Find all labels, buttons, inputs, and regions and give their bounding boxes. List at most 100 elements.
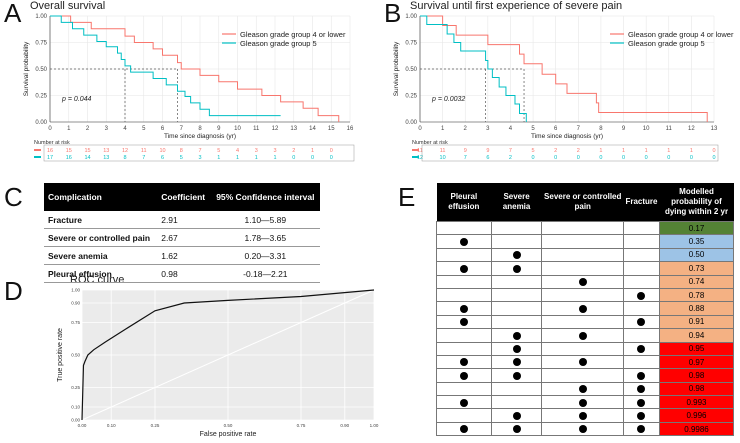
indicator-cell xyxy=(622,287,661,303)
probability-value: 0.35 xyxy=(659,234,734,249)
risk-table-box xyxy=(421,144,719,162)
risk-count: 5 xyxy=(180,155,183,161)
present-dot-icon xyxy=(637,412,646,421)
risk-count: 0 xyxy=(690,155,693,161)
indicator-cell xyxy=(541,341,624,356)
indicator-cell xyxy=(436,421,492,437)
probability-value: 0.74 xyxy=(659,274,734,289)
indicator-cell xyxy=(490,395,543,410)
x-tick-label: 11 xyxy=(253,126,260,132)
present-dot-icon xyxy=(512,251,521,260)
indicator-cell xyxy=(541,261,624,276)
risk-count: 3 xyxy=(255,148,258,154)
panel-label-a: A xyxy=(4,0,22,28)
complication-name: Fracture xyxy=(44,211,158,229)
present-dot-icon xyxy=(578,331,587,340)
probability-value: 0.91 xyxy=(659,314,734,330)
risk-count: 1 xyxy=(217,155,220,161)
present-dot-icon xyxy=(512,345,521,354)
roc-chart: 0.00 0.10 0.25 0.50 0.75 0.90 1.00 0.00 0.10 0.25… xyxy=(57,288,379,439)
risk-count: 16 xyxy=(47,148,53,154)
risk-count: 1 xyxy=(273,155,276,161)
present-dot-icon xyxy=(512,331,521,340)
x-tick-label: 0.00 xyxy=(78,423,87,428)
coefficient-value: 2.67 xyxy=(157,228,211,247)
indicator-cell xyxy=(436,381,492,397)
table-row: 0.94 xyxy=(436,328,734,343)
indicator-cell xyxy=(622,421,661,437)
risk-count: 7 xyxy=(509,148,512,154)
x-tick-label: 0.50 xyxy=(224,423,233,428)
risk-count: 13 xyxy=(103,148,109,154)
risk-count: 0 xyxy=(622,155,625,161)
indicator-cell xyxy=(541,368,624,383)
risk-count: 3 xyxy=(273,148,276,154)
present-dot-icon xyxy=(578,412,587,421)
indicator-cell xyxy=(436,274,492,289)
risk-count: 8 xyxy=(180,148,183,154)
risk-count: 7 xyxy=(198,148,201,154)
present-dot-icon xyxy=(578,304,587,313)
x-tick-label: 6 xyxy=(161,126,165,132)
x-tick-label: 0.10 xyxy=(107,423,116,428)
risk-count: 11 xyxy=(141,148,147,154)
x-tick-label: 0 xyxy=(48,126,52,132)
y-axis-label: True positive rate xyxy=(57,328,64,382)
header-severe-pain: Severe or controlled pain xyxy=(541,183,624,222)
indicator-cell xyxy=(490,341,543,356)
table-row: 0.35 xyxy=(436,234,734,249)
indicator-cell xyxy=(541,328,624,343)
indicator-cell xyxy=(490,354,543,370)
y-tick-label: 1.00 xyxy=(405,14,417,20)
indicator-cell xyxy=(490,220,543,236)
x-tick-label: 9 xyxy=(622,126,626,132)
risk-count: 1 xyxy=(690,148,693,154)
ci-value: 1.10—5.89 xyxy=(210,211,320,229)
y-tick-label: 0.75 xyxy=(35,41,47,47)
ci-value: 1.78—3.65 xyxy=(210,228,320,247)
km-curve-group4 xyxy=(420,15,708,122)
x-tick-label: 0.75 xyxy=(297,423,306,428)
probability-value: 0.98 xyxy=(659,381,734,397)
risk-count: 7 xyxy=(142,155,145,161)
complication-name: Pleural effusion xyxy=(44,264,158,283)
indicator-cell xyxy=(541,354,624,370)
x-tick-label: 9 xyxy=(217,126,221,132)
km-chart-severe-pain: 0 1 2 3 4 5 6 7 8 9 10 11 12 130.000.250.500.751.00Ti… xyxy=(393,14,734,162)
indicator-cell xyxy=(622,328,661,343)
x-tick-label: 3 xyxy=(486,126,490,132)
table-row: 0.9986 xyxy=(436,421,734,437)
indicator-cell xyxy=(436,234,492,249)
indicator-cell xyxy=(622,368,661,383)
present-dot-icon xyxy=(512,358,521,367)
x-tick-label: 6 xyxy=(554,126,558,132)
ci-value: -0.18—2.21 xyxy=(210,264,320,283)
y-tick-label: 0.90 xyxy=(71,301,80,306)
present-dot-icon xyxy=(459,304,468,313)
table-row: 0.97 xyxy=(436,354,734,370)
present-dot-icon xyxy=(459,371,468,380)
y-tick-label: 0.50 xyxy=(71,353,80,358)
indicator-cell xyxy=(622,341,661,356)
table-row: 0.98 xyxy=(436,381,734,397)
indicator-cell xyxy=(436,287,492,303)
risk-table-title: Number at risk xyxy=(412,140,448,146)
indicator-cell xyxy=(436,301,492,316)
x-tick-label: 4 xyxy=(123,126,127,132)
present-dot-icon xyxy=(637,291,646,300)
indicator-cell xyxy=(490,408,543,423)
risk-count: 0 xyxy=(599,155,602,161)
risk-count: 10 xyxy=(440,155,446,161)
header-confidence-interval: 95% Confidence interval xyxy=(210,183,320,211)
ci-value: 0.20—3.31 xyxy=(210,246,320,265)
y-tick-label: 0.00 xyxy=(71,418,80,423)
x-tick-label: 1 xyxy=(441,126,445,132)
chance-line xyxy=(81,289,375,421)
indicator-cell xyxy=(541,314,624,330)
km-curve-group5 xyxy=(50,15,281,117)
indicator-cell xyxy=(541,421,624,437)
indicator-cell xyxy=(436,220,492,236)
panel-label-b: B xyxy=(384,0,402,28)
indicator-cell xyxy=(436,395,492,410)
indicator-cell xyxy=(436,408,492,423)
